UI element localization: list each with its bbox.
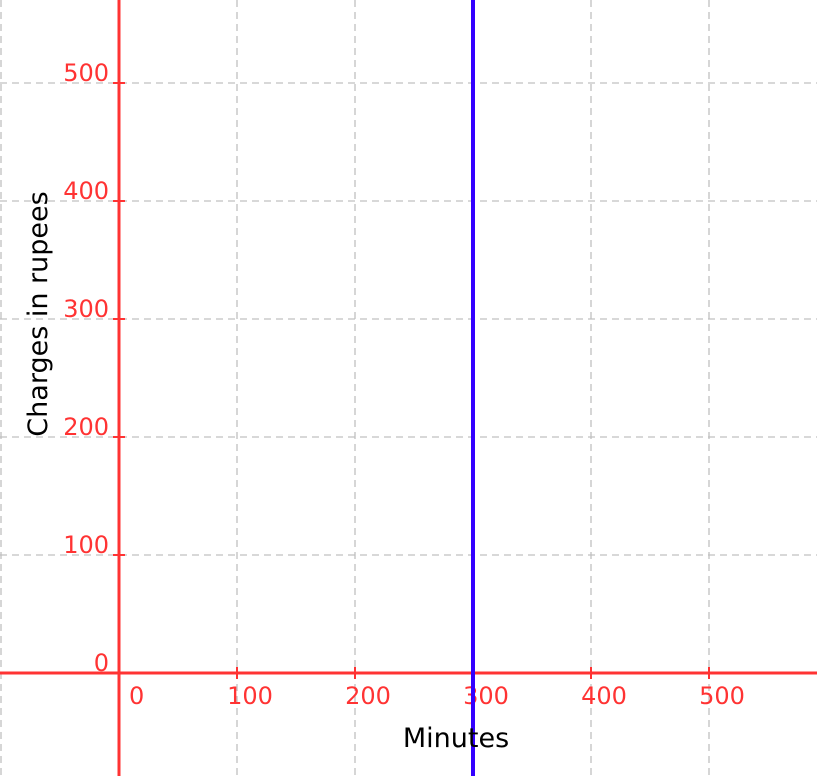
y-tick-label: 300 xyxy=(63,295,109,323)
y-tick-label: 100 xyxy=(63,531,109,559)
x-axis-label: Minutes xyxy=(403,723,509,754)
x-tick-label: 100 xyxy=(227,682,273,710)
x-tick-label: 200 xyxy=(345,682,391,710)
y-tick-label: 500 xyxy=(63,59,109,87)
x-tick-label: 400 xyxy=(581,682,627,710)
y-tick-label: 0 xyxy=(94,649,109,677)
x-tick-label: 500 xyxy=(699,682,745,710)
y-axis-label: Charges in rupees xyxy=(23,191,54,436)
x-tick-label: 300 xyxy=(463,682,509,710)
y-tick-label: 200 xyxy=(63,413,109,441)
x-tick-label: 0 xyxy=(129,682,144,710)
y-tick-label: 400 xyxy=(63,177,109,205)
